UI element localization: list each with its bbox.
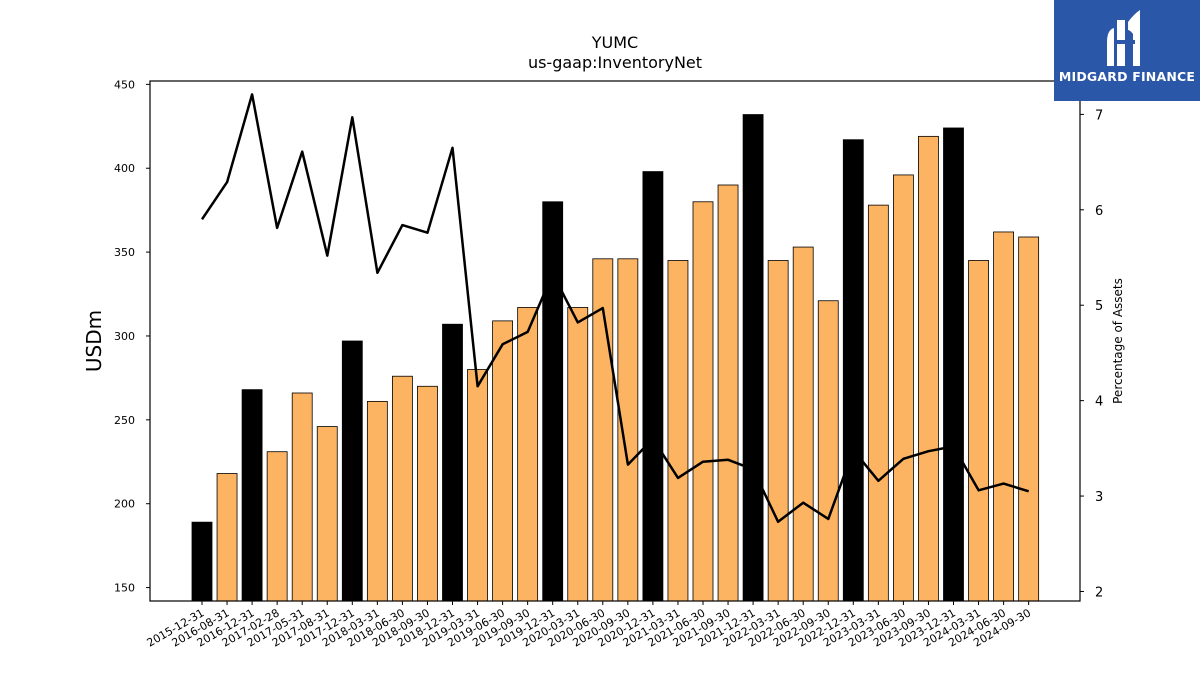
- midgard-finance-logo: MIDGARD FINANCE: [1054, 0, 1200, 101]
- line-series: [200, 93, 1030, 524]
- bar-2021-03-31: [667, 260, 689, 602]
- bar-2015-12-31: [191, 521, 213, 602]
- y-tick-label: 350: [114, 246, 135, 259]
- bar-2019-03-31: [467, 369, 488, 602]
- bar-2018-06-30: [391, 375, 413, 602]
- bar-2022-06-30: [792, 246, 814, 602]
- chart-title: YUMC: [591, 33, 638, 52]
- bar-2021-09-30: [717, 184, 739, 602]
- logo-text: MIDGARD FINANCE: [1058, 69, 1196, 84]
- chart-subtitle: us-gaap:InventoryNet: [528, 53, 702, 72]
- bar-2021-06-30: [692, 201, 714, 602]
- y2-tick-label: 4: [1095, 395, 1103, 410]
- y-tick-label: 200: [114, 498, 135, 511]
- y2-tick-label: 6: [1095, 204, 1103, 219]
- y-tick-label: 300: [114, 330, 135, 343]
- bar-2018-09-30: [417, 385, 438, 602]
- bar-2023-06-30: [893, 174, 914, 602]
- bar-2023-09-30: [918, 135, 939, 602]
- y-tick-label: 250: [114, 414, 135, 427]
- bar-2016-08-31: [216, 473, 238, 602]
- bar-2017-02-28: [266, 451, 288, 602]
- bar-2019-09-30: [517, 307, 539, 602]
- bar-2019-12-31: [542, 201, 564, 602]
- bar-2020-09-30: [617, 258, 639, 602]
- y-tick-label: 450: [114, 78, 135, 91]
- percentage-of-assets-line: [200, 93, 1030, 524]
- logo-mark-icon: [1107, 10, 1140, 66]
- y-axis-left: 150 200 250 300 350 400 450: [114, 78, 150, 595]
- bar-2021-12-31: [742, 114, 764, 602]
- y-tick-label: 150: [114, 582, 135, 595]
- y-axis-label: USDm: [82, 310, 106, 372]
- y2-axis-label: Percentage of Assets: [1111, 278, 1125, 404]
- y2-tick-label: 7: [1095, 108, 1103, 123]
- bar-2018-03-31: [366, 400, 388, 602]
- bar-2016-12-31: [241, 389, 263, 602]
- bar-2019-06-30: [492, 320, 514, 602]
- bar-2018-12-31: [442, 323, 463, 602]
- plot-frame: [149, 80, 1081, 602]
- y2-tick-label: 2: [1095, 585, 1103, 600]
- bar-2023-12-31: [943, 127, 964, 602]
- bar-2022-09-30: [817, 300, 839, 602]
- bar-2020-03-31: [567, 307, 589, 602]
- y2-tick-label: 5: [1095, 299, 1103, 314]
- bar-2022-12-31: [842, 139, 864, 602]
- bar-2022-03-31: [767, 260, 789, 602]
- bar-2024-09-30: [1018, 236, 1040, 602]
- bar-2017-12-31: [341, 340, 363, 602]
- bar-series: [191, 114, 1040, 602]
- bar-2024-06-30: [993, 231, 1014, 602]
- y2-tick-label: 3: [1095, 490, 1103, 505]
- bar-2024-03-31: [968, 260, 989, 602]
- bar-2017-05-31: [291, 392, 313, 602]
- y-tick-label: 400: [114, 162, 135, 175]
- y-axis-right: 2 3 4 5 6 7: [1080, 108, 1103, 600]
- x-axis: 2015-12-312016-08-312016-12-312017-02-28…: [145, 601, 1033, 650]
- bar-2023-03-31: [867, 204, 889, 602]
- bar-2020-12-31: [642, 171, 664, 602]
- bar-2017-08-31: [316, 426, 338, 602]
